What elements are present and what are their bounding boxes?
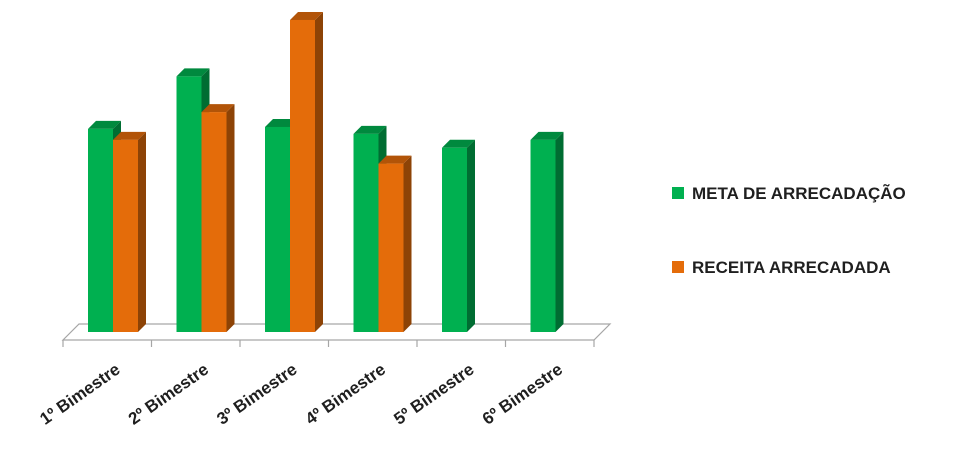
bar [378, 155, 412, 332]
bar-side [315, 11, 323, 332]
bar-side [138, 131, 146, 332]
bar-front [353, 133, 379, 332]
category-label: 6º Bimestre [479, 360, 566, 429]
bar-top [353, 125, 387, 134]
bar [113, 131, 146, 332]
category-label: 2º Bimestre [125, 360, 212, 429]
category-labels: 1º Bimestre 2º Bimestre 3º Bimestre 4º Bime… [36, 360, 566, 429]
floor-plane [61, 323, 612, 341]
legend-label: META DE ARRECADAÇÃO [692, 183, 906, 203]
category-label: 5º Bimestre [390, 360, 477, 429]
legend-label: RECEITA ARRECADADA [692, 258, 891, 277]
bar [442, 139, 475, 332]
category-label: 3º Bimestre [213, 360, 300, 429]
bar-side [226, 104, 235, 332]
bar-side [467, 139, 475, 332]
bar-top [113, 131, 146, 140]
bar-front [442, 147, 467, 332]
bar-front [290, 19, 315, 332]
bar-side [555, 131, 564, 332]
legend-item: META DE ARRECADAÇÃO [672, 183, 906, 203]
category-label: 4º Bimestre [302, 360, 389, 429]
bar-front [113, 139, 138, 332]
bar-front [176, 76, 202, 332]
bar-top [290, 11, 323, 20]
bar-top [88, 120, 121, 129]
bar-top [265, 118, 298, 127]
bar-side [403, 155, 412, 332]
bar-top [176, 68, 210, 77]
category-label: 1º Bimestre [36, 360, 123, 429]
bar-front [265, 126, 290, 332]
bar-front [530, 139, 556, 332]
bar-front [378, 163, 404, 332]
bar [530, 131, 564, 332]
bar-top [201, 104, 235, 113]
chart-floor [61, 323, 612, 347]
legend-item: RECEITA ARRECADADA [672, 258, 891, 277]
bar-front [201, 112, 227, 332]
bars-group [88, 11, 564, 332]
bar-top [442, 139, 475, 148]
legend-swatch [672, 187, 684, 199]
bar-top [530, 131, 564, 140]
bar-top [378, 155, 412, 164]
bar [290, 11, 323, 332]
bar-front [88, 128, 113, 332]
legend-swatch [672, 261, 684, 273]
legend: META DE ARRECADAÇÃO RECEITA ARRECADADA [672, 183, 906, 277]
bar [201, 104, 235, 332]
